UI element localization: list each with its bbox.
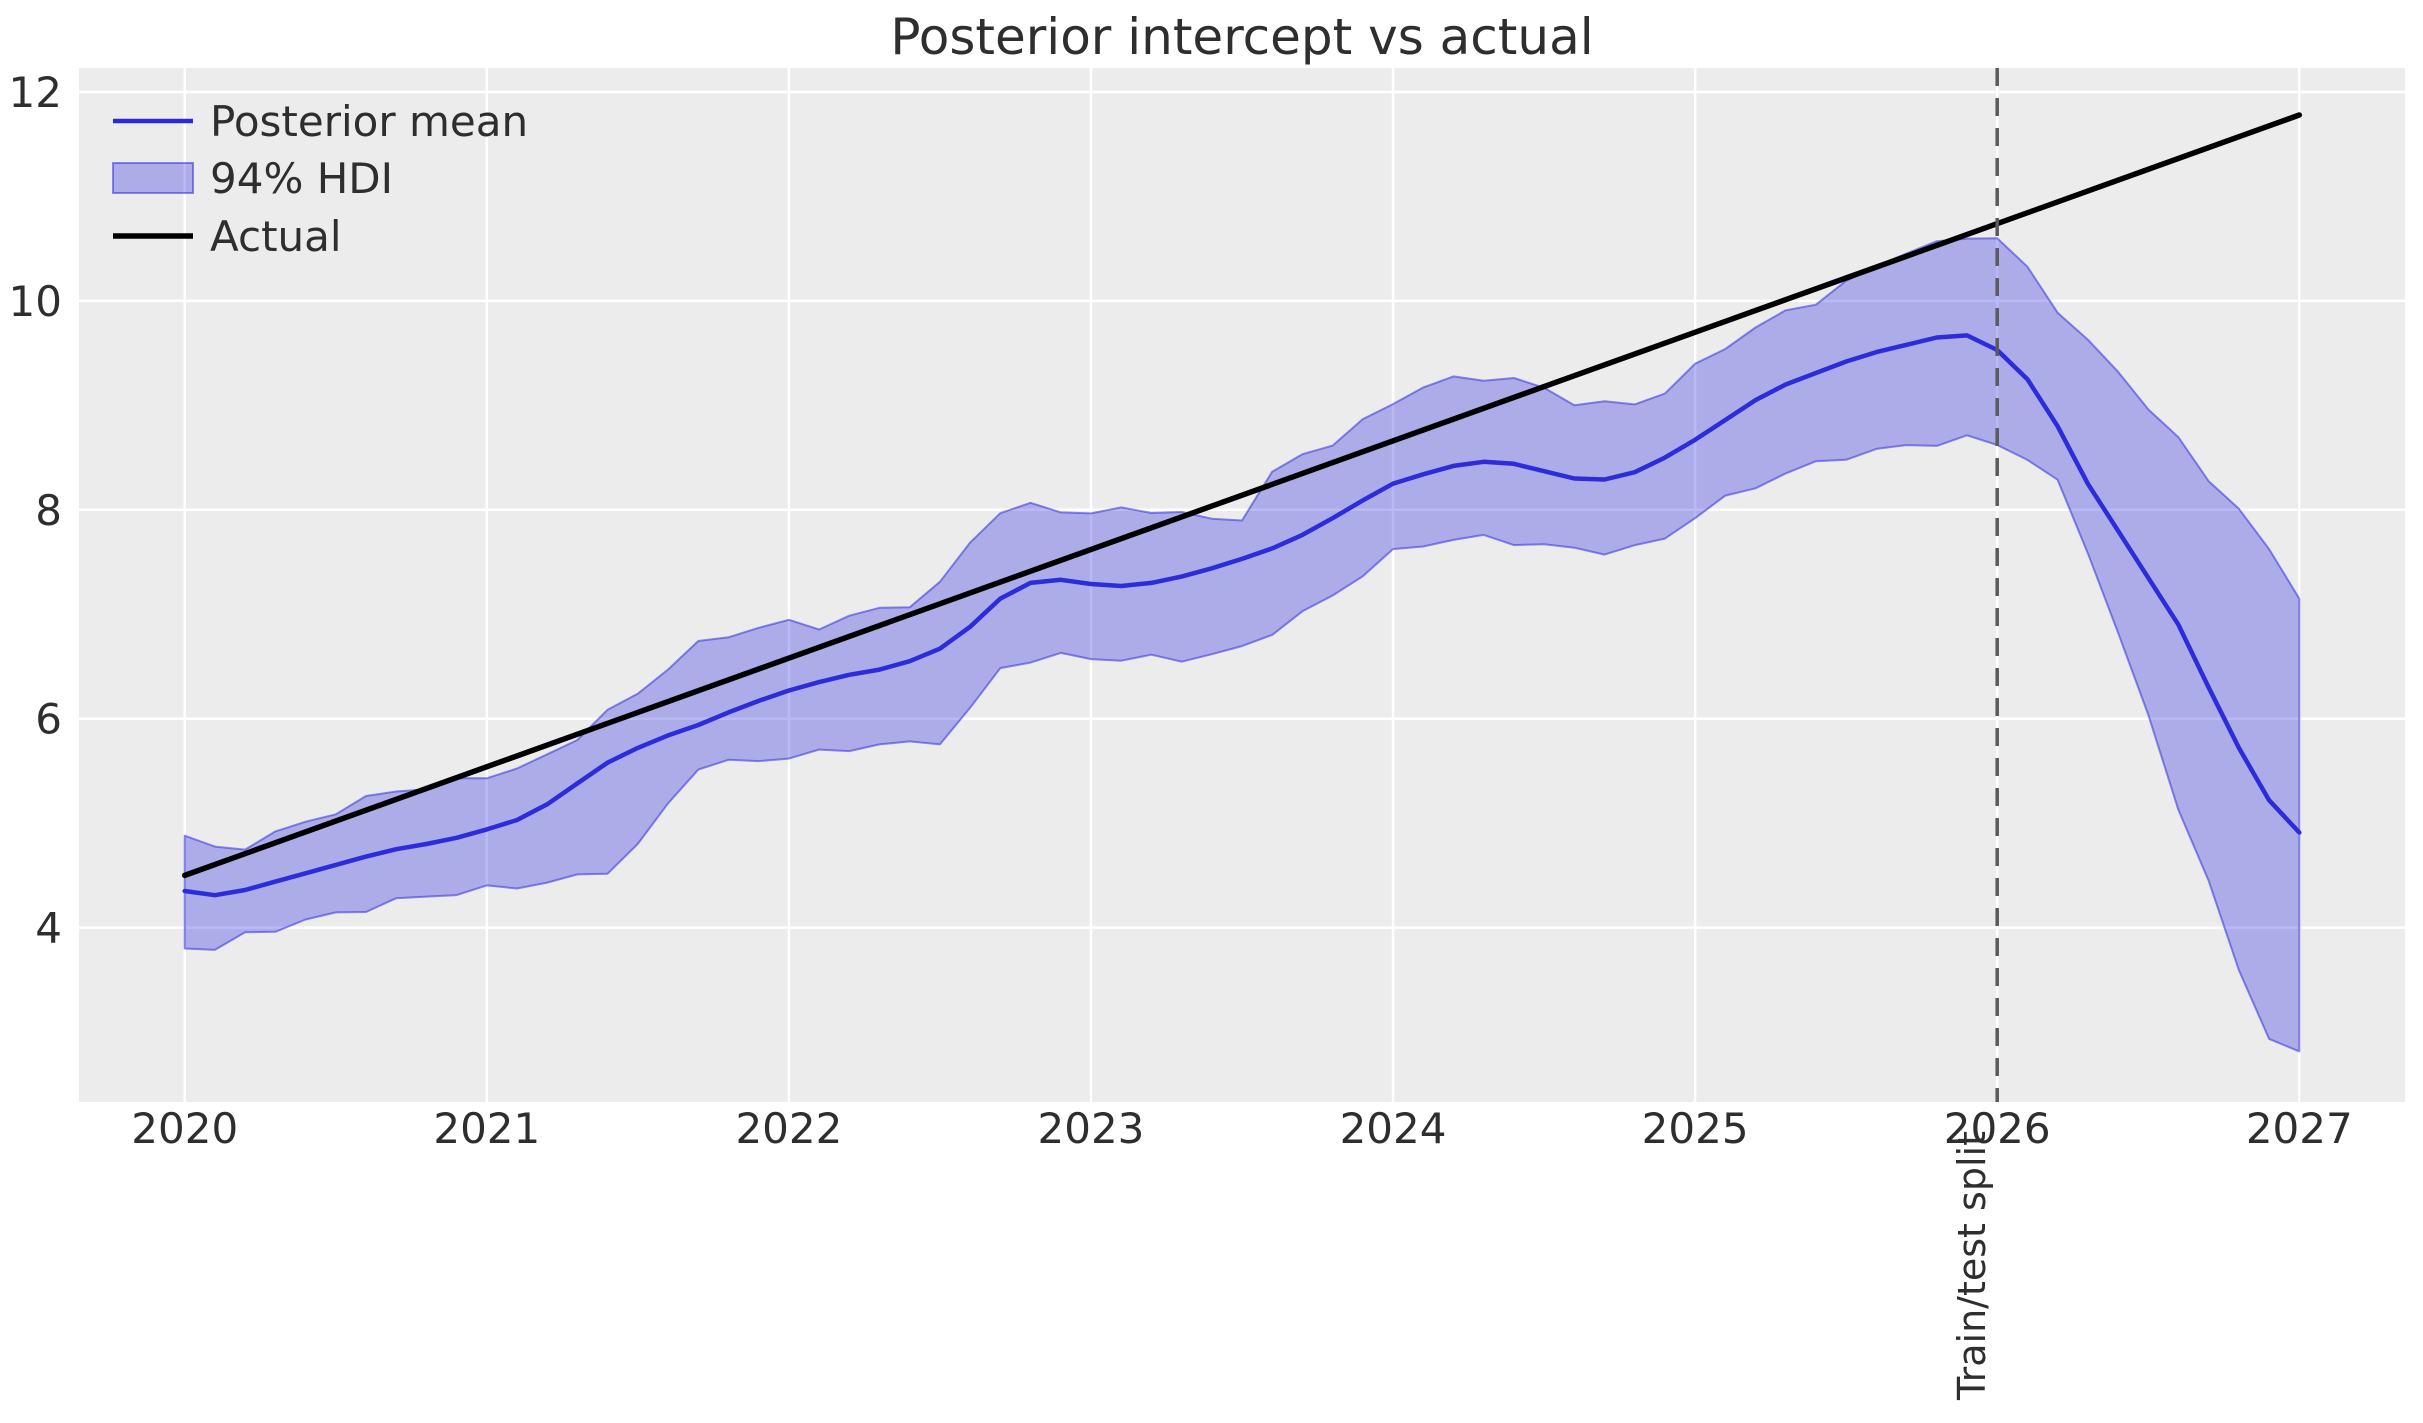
posterior-mean-line xyxy=(182,333,2302,898)
train-test-split-label: Train/test split xyxy=(1950,1131,1994,1401)
gridlines xyxy=(79,68,2405,1102)
x-tick-label: 2024 xyxy=(1340,1104,1447,1153)
y-tick-label: 6 xyxy=(35,695,62,744)
plot-area xyxy=(79,68,2405,1102)
legend: Posterior mean 94% HDI Actual xyxy=(112,97,528,261)
x-tick-label: 2023 xyxy=(1038,1104,1145,1153)
data-series xyxy=(181,112,2303,1053)
x-tick-label: 2027 xyxy=(2246,1104,2353,1153)
chart-title: Posterior intercept vs actual xyxy=(890,8,1593,66)
x-tick-label: 2020 xyxy=(131,1104,238,1153)
plot-background xyxy=(79,68,2405,1102)
x-tick-label: 2021 xyxy=(433,1104,540,1153)
legend-posterior-mean-label: Posterior mean xyxy=(210,97,528,146)
hdi-band xyxy=(183,237,2301,1053)
y-tick-label: 8 xyxy=(35,486,62,535)
legend-actual-label: Actual xyxy=(210,212,342,261)
y-tick-label: 4 xyxy=(35,904,62,953)
actual-line xyxy=(181,112,2303,879)
x-tick-label: 2026 xyxy=(1944,1104,2051,1153)
x-tick-label: 2025 xyxy=(1642,1104,1749,1153)
y-tick-label: 10 xyxy=(9,277,62,326)
x-tick-label: 2022 xyxy=(735,1104,842,1153)
axis-tick-labels: 2020 2021 2022 2023 2024 2025 2026 2027 4 6 8 10 12 xyxy=(9,68,2353,1153)
legend-hdi-label: 94% HDI xyxy=(210,154,393,203)
legend-hdi-swatch xyxy=(112,162,194,194)
y-tick-label: 12 xyxy=(9,68,62,117)
